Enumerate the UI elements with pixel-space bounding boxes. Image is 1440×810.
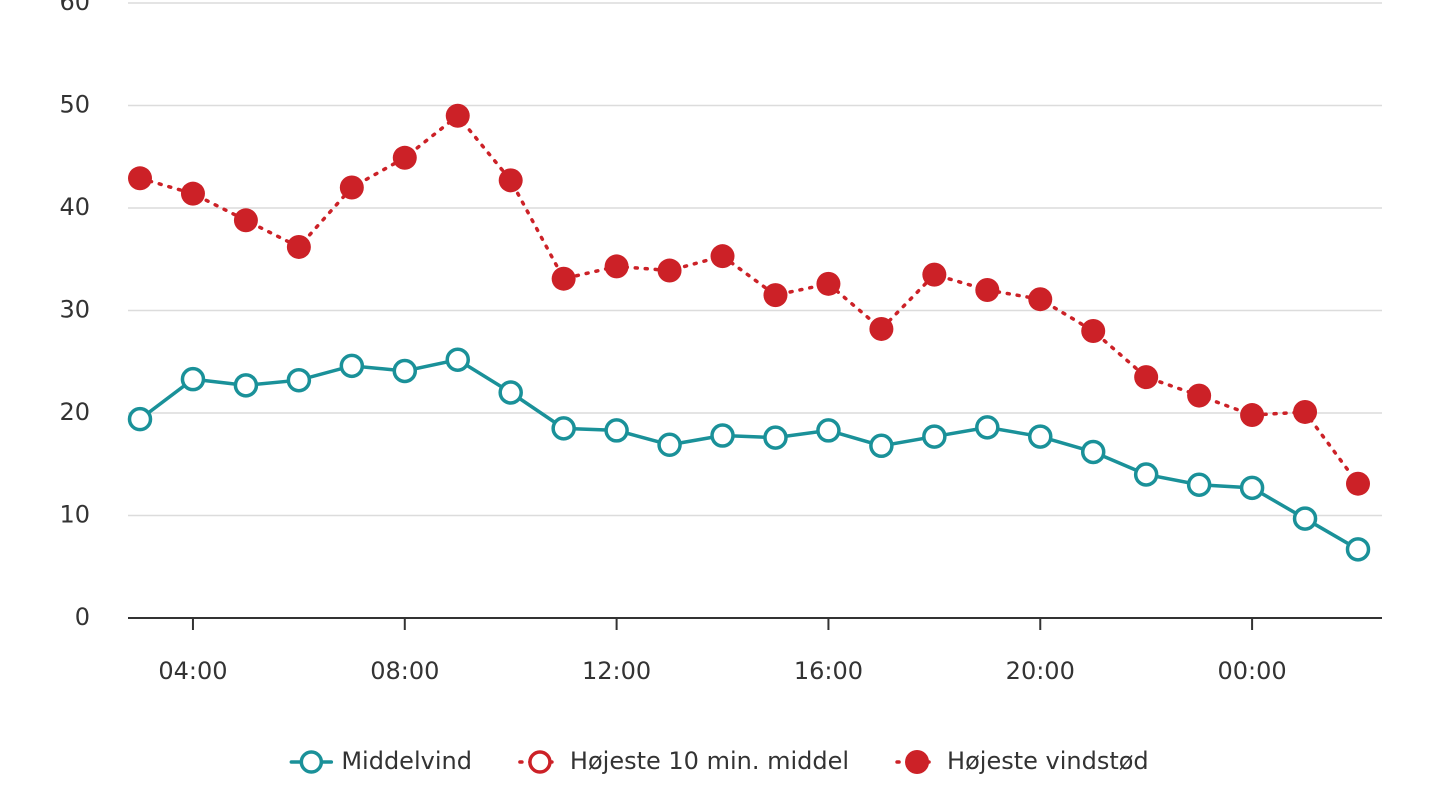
- data-point: [1292, 506, 1318, 531]
- data-point: [869, 433, 894, 459]
- data-point: [922, 262, 947, 287]
- data-point: [922, 424, 947, 449]
- y-tick-label: 60: [59, 0, 90, 16]
- data-point: [763, 283, 788, 308]
- y-tick-label: 50: [59, 91, 90, 119]
- data-point: [128, 166, 152, 191]
- x-tick-label: 12:00: [582, 657, 651, 685]
- x-tick-label: 20:00: [1006, 657, 1075, 685]
- data-point: [233, 208, 258, 233]
- data-point: [392, 145, 417, 170]
- data-point: [233, 373, 259, 398]
- data-point: [604, 418, 629, 443]
- data-point: [975, 278, 1000, 302]
- y-tick-label: 30: [59, 296, 90, 324]
- data-point: [1345, 537, 1371, 562]
- data-point: [1187, 383, 1212, 408]
- data-point: [657, 432, 682, 458]
- data-point: [604, 254, 629, 279]
- data-point: [551, 266, 576, 291]
- data-point: [339, 353, 365, 379]
- data-point: [180, 366, 206, 392]
- x-tick-label: 08:00: [370, 657, 439, 685]
- data-point: [286, 234, 311, 259]
- data-point: [1134, 365, 1159, 390]
- legend-label: Middelvind: [341, 747, 472, 775]
- x-tick-label: 16:00: [794, 657, 863, 685]
- legend-label: Højeste 10 min. middel: [570, 747, 849, 775]
- data-point: [445, 103, 470, 128]
- y-tick-label: 10: [59, 501, 90, 529]
- data-point: [710, 423, 735, 448]
- data-point: [816, 418, 841, 443]
- data-point: [1081, 319, 1106, 343]
- legend-label: Højeste vindstød: [947, 747, 1149, 775]
- data-point: [445, 347, 470, 372]
- data-point: [1080, 439, 1106, 465]
- data-point: [975, 415, 1000, 440]
- data-point: [1240, 403, 1265, 428]
- legend: Middelvind Højeste 10 min. middel Højeste …: [289, 747, 1149, 775]
- data-point: [286, 367, 312, 393]
- y-tick-label: 40: [59, 193, 90, 221]
- data-point: [1239, 475, 1265, 501]
- data-point: [1028, 287, 1053, 312]
- data-point: [551, 416, 576, 441]
- y-tick-label: 20: [59, 398, 90, 426]
- data-point: [498, 168, 523, 193]
- data-point: [657, 258, 682, 283]
- data-point: [1186, 472, 1212, 497]
- data-point: [1293, 399, 1318, 424]
- data-point: [392, 358, 418, 384]
- data-point: [710, 244, 735, 269]
- data-point: [869, 316, 894, 341]
- data-point: [498, 380, 523, 405]
- legend-marker: [528, 750, 552, 774]
- data-point: [1346, 471, 1370, 496]
- legend-marker: [299, 750, 324, 774]
- x-tick-label: 04:00: [158, 657, 227, 685]
- y-tick-label: 0: [75, 603, 90, 631]
- series-line: [138, 357, 1360, 552]
- data-point: [127, 406, 153, 432]
- x-tick-label: 00:00: [1218, 657, 1287, 685]
- data-point: [816, 271, 841, 296]
- data-point: [180, 181, 205, 206]
- data-point: [763, 425, 788, 450]
- data-point: [339, 175, 364, 200]
- series-line: [138, 113, 1360, 486]
- legend-marker: [905, 750, 930, 774]
- data-point: [1028, 424, 1053, 449]
- data-point: [1133, 462, 1159, 487]
